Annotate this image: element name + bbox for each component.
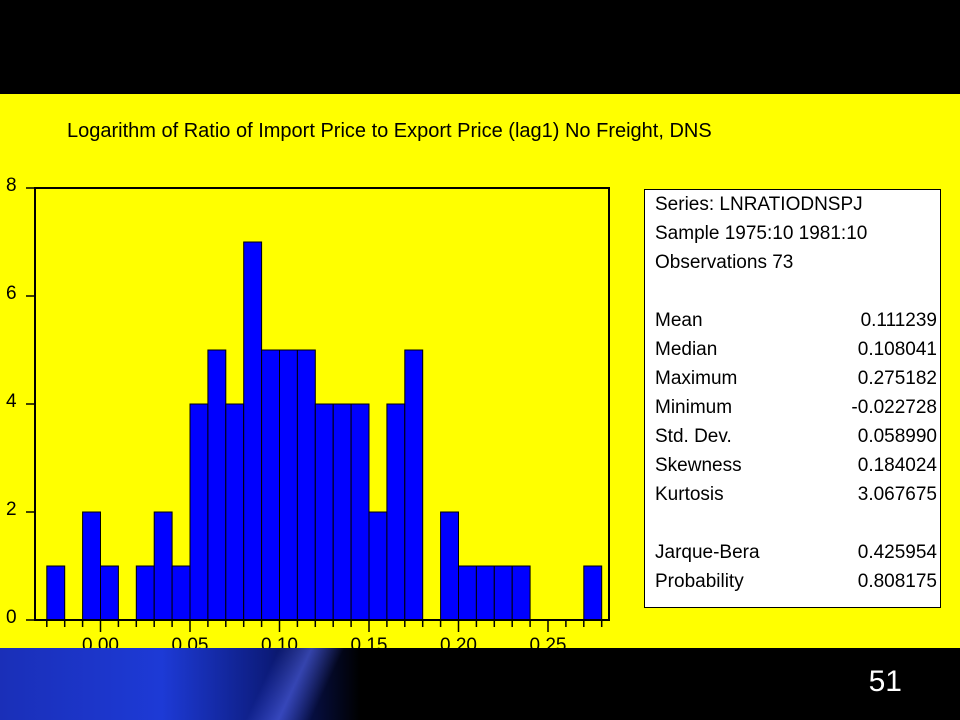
histogram-bar-8 [189,403,209,621]
stat-label: Kurtosis [655,484,724,505]
histogram-bar-13 [279,349,298,621]
y-tick-label-4: 8 [6,175,17,196]
y-tick-label-2: 4 [6,391,17,412]
histogram-bar-30 [583,565,603,621]
histogram-bar-19 [386,403,406,621]
stat-value: 3.067675 [857,484,937,505]
histogram-bar-22 [440,511,460,621]
axes-layer: 0 2 4 6 8 0.00 0.05 0.10 0.15 0.20 0.25 [6,175,603,648]
footer-band: 51 [0,648,960,720]
y-tick-label-3: 6 [6,283,17,304]
stat-label: Skewness [655,455,742,476]
histogram-bar-2 [82,511,101,621]
histogram-bar-15 [314,403,334,621]
y-tick-label-1: 2 [6,499,17,520]
histogram-bar-24 [475,565,495,621]
x-tick-label-5: 0.25 [530,635,567,648]
y-tick-label-0: 0 [6,607,17,628]
stats-sample: Sample 1975:10 1981:10 [655,223,868,244]
histogram-bar-23 [458,565,477,621]
x-tick-label-1: 0.05 [172,635,209,648]
histogram-bar-25 [493,565,513,621]
stats-box: Series: LNRATIODNSPJ Sample 1975:10 1981… [644,189,941,608]
histogram-bar-3 [100,565,119,621]
histogram-bar-12 [261,349,281,621]
histogram-bar-18 [368,511,388,621]
histogram-bar-20 [404,349,424,621]
stat-label: Mean [655,310,703,331]
stat-label: Maximum [655,368,738,389]
histogram-bar-14 [296,349,316,621]
histogram-bar-5 [135,565,155,621]
histogram-bar-17 [350,403,370,621]
histogram-bar-11 [243,241,263,621]
histogram: 0 2 4 6 8 0.00 0.05 0.10 0.15 0.20 0.25 [6,175,610,648]
x-tick-label-4: 0.20 [440,635,477,648]
histogram-bar-10 [225,403,245,621]
chart-title: Logarithm of Ratio of Import Price to Ex… [67,120,712,142]
stats-series: Series: LNRATIODNSPJ [655,194,863,215]
swoosh-streak [230,648,360,720]
stat-value: 0.425954 [857,542,937,563]
stat-value: 0.111239 [860,310,937,331]
stat-value: 0.808175 [857,571,937,592]
stat-value: 0.275182 [857,368,937,389]
histogram-bar-6 [153,511,173,621]
stat-value: 0.108041 [857,339,937,360]
histogram-bar-0 [46,565,66,621]
top-band [0,0,960,94]
stat-label: Minimum [655,397,733,418]
stat-label: Probability [655,571,744,592]
stat-value: 0.058990 [857,426,937,447]
stat-label: Median [655,339,718,360]
stat-label: Std. Dev. [655,426,732,447]
bars-layer [46,241,603,621]
x-tick-label-2: 0.10 [261,635,298,648]
stat-value: -0.022728 [851,397,937,418]
chart-panel: Logarithm of Ratio of Import Price to Ex… [0,94,960,648]
histogram-bar-26 [511,565,531,621]
histogram-bar-16 [332,403,352,621]
x-tick-label-3: 0.15 [351,635,388,648]
histogram-bar-9 [207,349,227,621]
x-tick-label-0: 0.00 [82,635,119,648]
stat-value: 0.184024 [857,455,937,476]
histogram-bar-7 [171,565,191,621]
page-number: 51 [868,665,902,698]
stats-observations: Observations 73 [655,252,794,273]
stat-label: Jarque-Bera [655,542,760,563]
